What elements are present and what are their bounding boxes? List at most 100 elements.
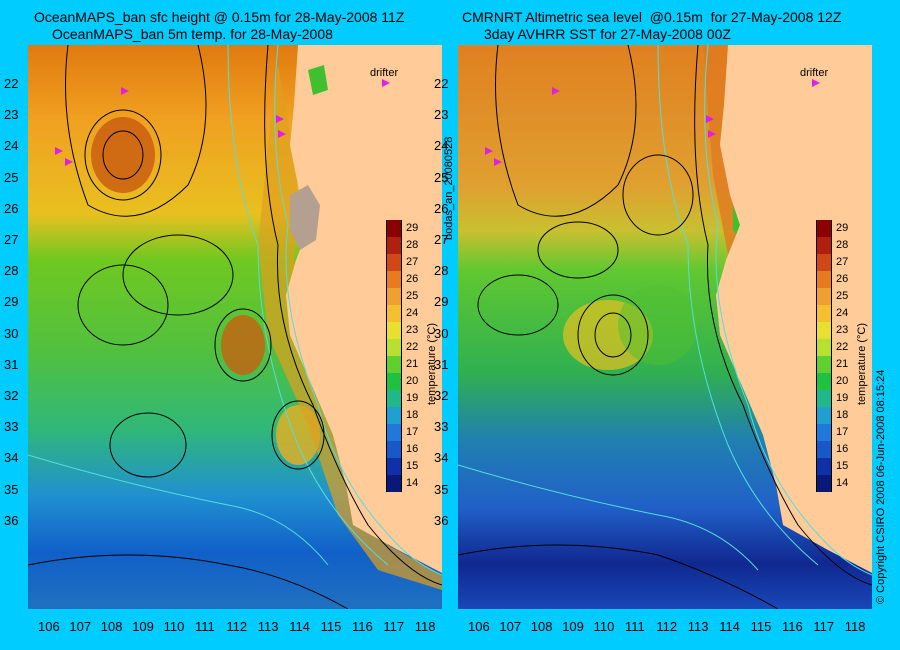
sea-level-contour xyxy=(122,234,234,316)
colorbar-title: temperature (°C) xyxy=(856,322,868,405)
drifter-marker xyxy=(278,130,286,138)
latitude-tick-label: 25 xyxy=(4,169,19,185)
longitude-tick-label: 108 xyxy=(530,619,553,634)
colorbar-tick-label: 22 xyxy=(406,341,419,353)
inlet xyxy=(308,65,328,95)
drifter-marker xyxy=(65,158,73,166)
longitude-tick-label: 116 xyxy=(782,619,803,634)
left-colorbar: 29 28 27 26 25 24 23 22 21 20 19 18 17 16 15 14 temperat… xyxy=(386,220,446,492)
colorbar-swatch xyxy=(816,441,832,458)
colorbar-swatch xyxy=(816,288,832,305)
latitude-tick-label: 33 xyxy=(434,419,449,435)
longitude-tick-label: 114 xyxy=(719,619,740,634)
cool-anomaly xyxy=(618,285,698,365)
latitude-tick-label: 31 xyxy=(4,356,19,372)
latitude-tick-label: 27 xyxy=(4,232,19,247)
latitude-tick-label: 34 xyxy=(434,450,449,466)
latitude-tick-label: 26 xyxy=(434,200,449,216)
latitude-tick-label: 27 xyxy=(434,232,449,247)
colorbar-swatch xyxy=(816,424,832,441)
colorbar-tick-label: 14 xyxy=(836,477,849,489)
latitude-tick-label: 28 xyxy=(4,263,19,279)
latitude-tick-label: 30 xyxy=(434,325,449,341)
colorbar-tick-label: 20 xyxy=(836,375,849,387)
drifter-marker xyxy=(485,147,493,155)
latitude-tick-label: 34 xyxy=(4,450,19,466)
colorbar-swatch xyxy=(816,458,832,475)
colorbar-tick-label: 18 xyxy=(836,409,849,421)
longitude-tick-label: 115 xyxy=(320,619,342,634)
copyright-label: © Copyright CSIRO 2008 06-Jun-2008 08:15… xyxy=(875,369,887,604)
isobath-contour xyxy=(458,464,759,571)
latitude-tick-label: 24 xyxy=(434,138,449,154)
latitude-tick-label: 25 xyxy=(434,169,449,185)
sea-level-contour xyxy=(694,45,872,586)
longitude-tick-label: 106 xyxy=(38,619,60,634)
right-colorbar: 29 28 27 26 25 24 23 22 21 20 19 18 17 16 15 14 temperat… xyxy=(816,220,876,492)
longitude-tick-label: 113 xyxy=(257,619,279,634)
left-map-graphic xyxy=(28,45,442,609)
colorbar-tick-label: 15 xyxy=(836,460,849,472)
isobath-contour xyxy=(657,45,819,566)
longitude-tick-label: 114 xyxy=(289,619,310,634)
colorbar-tick-label: 26 xyxy=(406,273,419,285)
latitude-tick-label: 35 xyxy=(4,481,19,497)
longitude-tick-label: 118 xyxy=(414,619,436,634)
sea-level-contour xyxy=(77,264,169,346)
land-mass xyxy=(286,45,442,573)
colorbar-tick-label: 28 xyxy=(836,239,849,251)
drifter-legend-label: drifter xyxy=(370,67,399,79)
left-sst-map: drifter xyxy=(28,45,442,609)
colorbar-swatch xyxy=(816,305,832,322)
drifter-legend-label: drifter xyxy=(800,67,829,79)
colorbar-swatch xyxy=(816,271,832,288)
latitude-tick-label: 32 xyxy=(4,388,19,403)
latitude-tick-label: 30 xyxy=(4,325,19,341)
colorbar-swatch xyxy=(386,288,402,305)
colorbar-swatch xyxy=(816,237,832,254)
colorbar-swatch xyxy=(386,339,402,356)
colorbar-swatch xyxy=(386,220,402,237)
right-sst-map: drifter xyxy=(458,45,872,609)
longitude-tick-label: 112 xyxy=(656,619,678,634)
latitude-tick-label: 36 xyxy=(4,512,19,528)
sea-level-contour xyxy=(28,554,349,609)
right-map-graphic xyxy=(458,45,872,609)
longitude-tick-label: 117 xyxy=(383,619,405,634)
longitude-tick-label: 109 xyxy=(132,619,154,634)
longitude-tick-label: 117 xyxy=(813,619,835,634)
colorbar-tick-label: 24 xyxy=(836,307,849,319)
colorbar-tick-label: 23 xyxy=(406,324,419,336)
sea-level-contour xyxy=(477,274,559,336)
longitude-tick-label: 107 xyxy=(69,619,92,634)
right-map-subtitle: 3day AVHRR SST for 27-May-2008 00Z xyxy=(484,26,731,42)
latitude-tick-label: 36 xyxy=(434,512,449,528)
colorbar-swatch xyxy=(386,254,402,271)
colorbar-tick-label: 26 xyxy=(836,273,849,285)
sea-level-contour xyxy=(458,544,779,609)
longitude-tick-label: 116 xyxy=(352,619,373,634)
sea-level-contour xyxy=(537,221,619,279)
drifter-legend-marker xyxy=(812,79,820,87)
drifter-marker xyxy=(494,158,502,166)
colorbar-swatch xyxy=(816,356,832,373)
colorbar-swatch xyxy=(816,254,832,271)
longitude-tick-label: 111 xyxy=(625,619,645,634)
colorbar-tick-label: 15 xyxy=(406,460,419,472)
colorbar-tick-label: 17 xyxy=(406,426,419,438)
colorbar-swatch xyxy=(816,322,832,339)
drifter-marker xyxy=(121,87,129,95)
longitude-tick-label: 118 xyxy=(844,619,866,634)
longitude-tick-label: 109 xyxy=(562,619,584,634)
isobath-contour xyxy=(28,454,329,566)
isobath-contour xyxy=(274,45,442,576)
colorbar-swatch xyxy=(386,390,402,407)
latitude-tick-label: 23 xyxy=(434,107,449,123)
colorbar-tick-label: 20 xyxy=(406,375,419,387)
left-map-title: OceanMAPS_ban sfc height @ 0.15m for 28-… xyxy=(34,9,405,25)
longitude-tick-label: 107 xyxy=(499,619,522,634)
colorbar-swatch xyxy=(816,407,832,424)
colorbar-tick-label: 27 xyxy=(406,256,419,268)
colorbar-tick-label: 24 xyxy=(406,307,419,319)
longitude-tick-label: 115 xyxy=(750,619,772,634)
